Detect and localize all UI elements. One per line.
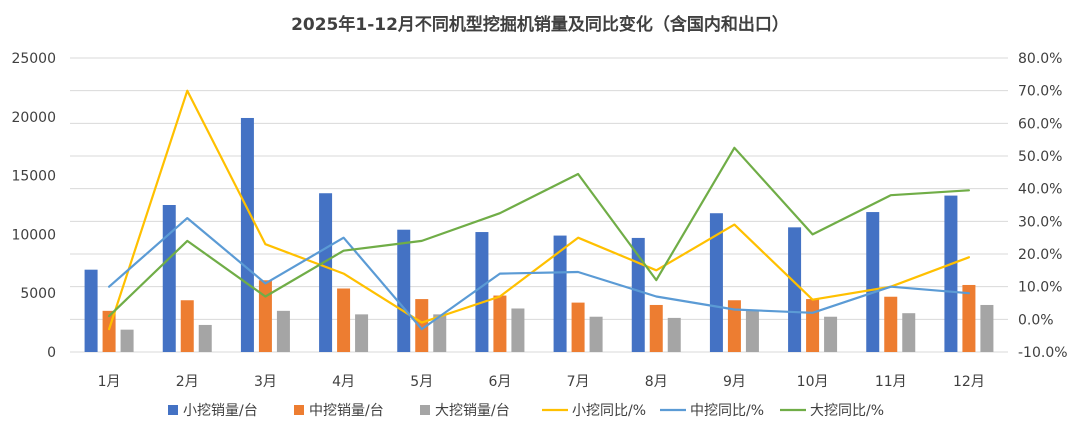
legend-label: 大挖销量/台 [435, 403, 510, 419]
bar-medium-5 [415, 299, 429, 352]
bar-medium-7 [571, 302, 585, 352]
left-tick-label: 0 [47, 345, 56, 361]
bar-medium-9 [727, 300, 741, 352]
right-tick-label: 20.0% [1018, 247, 1062, 263]
left-axis-ticks: 0 5000 10000 15000 20000 25000 [11, 51, 56, 361]
right-tick-label: 30.0% [1018, 214, 1062, 230]
bar-small-7 [553, 235, 567, 352]
x-tick-label: 3月 [254, 374, 277, 390]
bar-small-10 [788, 227, 802, 352]
bar-small-2 [162, 205, 176, 352]
bar-small-3 [240, 117, 254, 352]
x-tick-label: 7月 [567, 374, 590, 390]
bar-large-11 [902, 313, 916, 352]
bar-series [84, 117, 994, 352]
left-tick-label: 25000 [11, 51, 56, 67]
x-tick-label: 1月 [98, 374, 121, 390]
gridlines [70, 57, 1008, 353]
line-series [107, 89, 971, 331]
medium-yoy-line [107, 217, 971, 331]
x-axis-ticks: 1月 2月 3月 4月 5月 6月 7月 8月 9月 10月 11月 12月 [98, 374, 985, 390]
bar-medium-6 [493, 295, 507, 352]
bar-large-7 [589, 316, 603, 352]
bar-large-1 [120, 329, 134, 352]
x-tick-label: 4月 [332, 374, 355, 390]
bar-small-8 [631, 237, 645, 352]
right-tick-label: 60.0% [1018, 116, 1062, 132]
right-tick-label: 40.0% [1018, 182, 1062, 198]
legend: 小挖销量/台 中挖销量/台 大挖销量/台 小挖同比/% 中挖同比/% 大挖同比/% [168, 403, 884, 419]
x-tick-label: 2月 [176, 374, 199, 390]
legend-swatch [294, 405, 304, 415]
bar-large-10 [824, 316, 838, 352]
x-tick-label: 6月 [488, 374, 511, 390]
bar-medium-4 [337, 288, 351, 352]
left-tick-label: 15000 [11, 169, 56, 185]
bar-small-6 [475, 232, 489, 352]
bar-small-9 [709, 213, 723, 352]
bar-large-12 [980, 304, 994, 352]
right-tick-label: 70.0% [1018, 84, 1062, 100]
left-tick-label: 20000 [11, 110, 56, 126]
legend-label: 小挖销量/台 [183, 403, 258, 419]
bar-small-12 [944, 195, 958, 352]
bar-medium-11 [884, 296, 898, 352]
bar-small-5 [397, 229, 411, 352]
right-tick-label: -10.0% [1018, 345, 1068, 361]
x-tick-label: 10月 [797, 374, 829, 390]
bar-small-1 [84, 269, 98, 352]
legend-label: 中挖同比/% [690, 403, 764, 419]
legend-label: 中挖销量/台 [309, 403, 384, 419]
bar-large-6 [511, 308, 525, 352]
bar-large-4 [355, 314, 369, 352]
bar-medium-10 [806, 299, 820, 352]
right-axis-ticks: -10.0% 0.0% 10.0% 20.0% 30.0% 40.0% 50.0% 60.0%… [1018, 51, 1068, 361]
chart-title: 2025年1-12月不同机型挖掘机销量及同比变化（含国内和出口） [291, 14, 789, 35]
bar-small-4 [319, 193, 333, 352]
bar-large-5 [433, 314, 447, 352]
x-tick-label: 12月 [953, 374, 985, 390]
x-tick-label: 9月 [723, 374, 746, 390]
legend-label: 大挖同比/% [810, 403, 884, 419]
right-tick-label: 80.0% [1018, 51, 1062, 67]
bar-large-3 [276, 310, 290, 352]
x-tick-label: 5月 [410, 374, 433, 390]
large-yoy-line [107, 146, 971, 318]
bar-large-9 [745, 310, 759, 352]
bar-medium-2 [180, 300, 194, 352]
bar-large-8 [667, 317, 681, 352]
left-tick-label: 10000 [11, 227, 56, 243]
bar-large-2 [198, 324, 212, 352]
right-tick-label: 0.0% [1018, 312, 1054, 328]
legend-swatch [420, 405, 430, 415]
bar-medium-12 [962, 284, 976, 352]
small-yoy-line [107, 89, 971, 331]
right-tick-label: 10.0% [1018, 280, 1062, 296]
x-tick-label: 8月 [645, 374, 668, 390]
bar-medium-3 [258, 280, 272, 352]
legend-swatch [168, 405, 178, 415]
x-tick-label: 11月 [875, 374, 907, 390]
bar-small-11 [866, 212, 880, 352]
right-tick-label: 50.0% [1018, 149, 1062, 165]
left-tick-label: 5000 [20, 286, 56, 302]
bar-medium-8 [649, 304, 663, 352]
legend-label: 小挖同比/% [572, 403, 646, 419]
